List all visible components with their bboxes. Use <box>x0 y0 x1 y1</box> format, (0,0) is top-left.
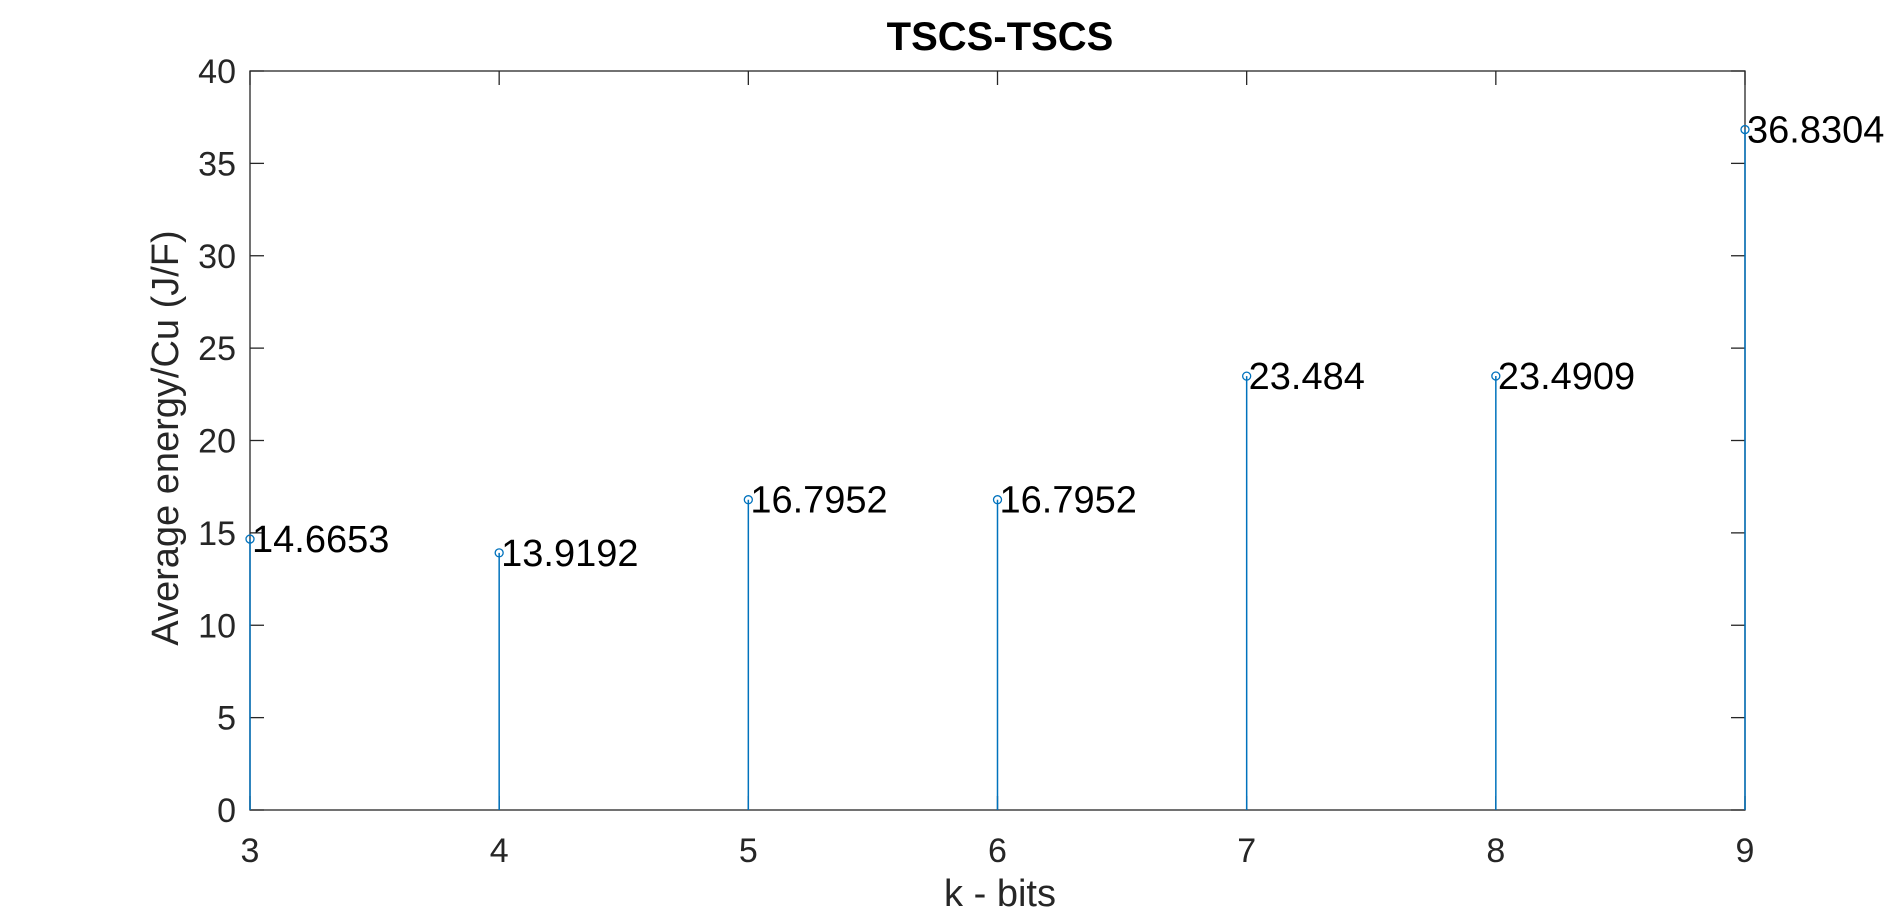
data-label: 36.8304 <box>1747 110 1884 152</box>
x-tick-label: 6 <box>988 832 1007 870</box>
data-label: 16.7952 <box>1000 480 1137 522</box>
x-tick-label: 3 <box>241 832 260 870</box>
y-tick-label: 10 <box>198 607 236 645</box>
stem-marker <box>1491 371 1501 381</box>
x-axis-label: k - bits <box>944 873 1056 915</box>
data-label: 23.484 <box>1249 356 1365 398</box>
data-label: 14.6653 <box>252 519 389 561</box>
stem-marker <box>245 534 255 544</box>
y-tick-label: 30 <box>198 238 236 276</box>
stem-marker <box>1740 124 1750 135</box>
plot-area: 3 4 5 6 7 8 9 0 5 10 15 20 25 30 35 40 14.6653 13.9192 16.… <box>198 53 1884 870</box>
stem-marker <box>743 495 753 505</box>
x-tick-label: 9 <box>1736 832 1755 870</box>
x-tick-label: 4 <box>490 832 509 870</box>
y-tick-label: 0 <box>217 792 236 830</box>
y-tick-label: 15 <box>198 515 236 553</box>
data-label: 13.9192 <box>501 533 638 575</box>
y-tick-label: 5 <box>217 700 236 738</box>
x-tick-label: 8 <box>1486 832 1505 870</box>
x-tick-label: 7 <box>1237 832 1256 870</box>
y-tick-label: 40 <box>198 53 236 91</box>
y-tick-label: 35 <box>198 145 236 183</box>
stem-marker <box>494 548 504 558</box>
stem-marker <box>1242 371 1252 381</box>
y-tick-label: 20 <box>198 423 236 461</box>
stem-marker <box>992 495 1003 505</box>
x-tick-label: 5 <box>739 832 758 870</box>
chart-title: TSCS-TSCS <box>887 15 1114 59</box>
data-label: 16.7952 <box>750 480 887 522</box>
y-axis-label: Average energy/Cu (J/F) <box>145 230 187 645</box>
data-label: 23.4909 <box>1498 356 1635 398</box>
y-tick-label: 25 <box>198 330 236 368</box>
